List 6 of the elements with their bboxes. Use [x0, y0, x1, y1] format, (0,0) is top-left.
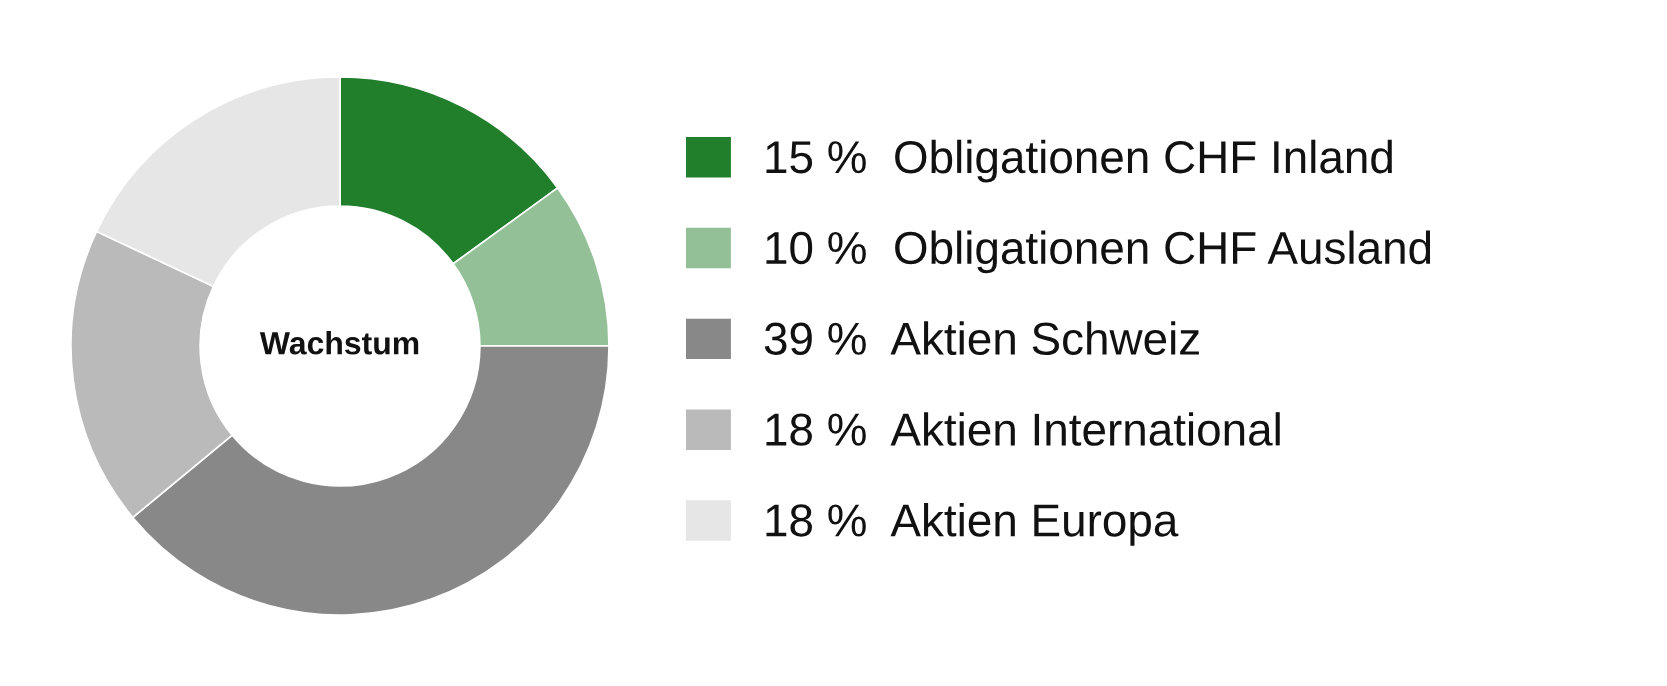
legend-label: 18 % Aktien International	[766, 412, 1280, 446]
legend-label: 39 % Aktien Schweiz	[764, 321, 1199, 356]
text: Wachstum	[259, 331, 419, 355]
legend-label: 18 % Aktien Europa	[766, 502, 1179, 546]
legend-label: 10 % Obligationen CHF Ausland	[766, 230, 1431, 274]
legend-label: 15 % Obligationen CHF Inland	[766, 139, 1392, 183]
